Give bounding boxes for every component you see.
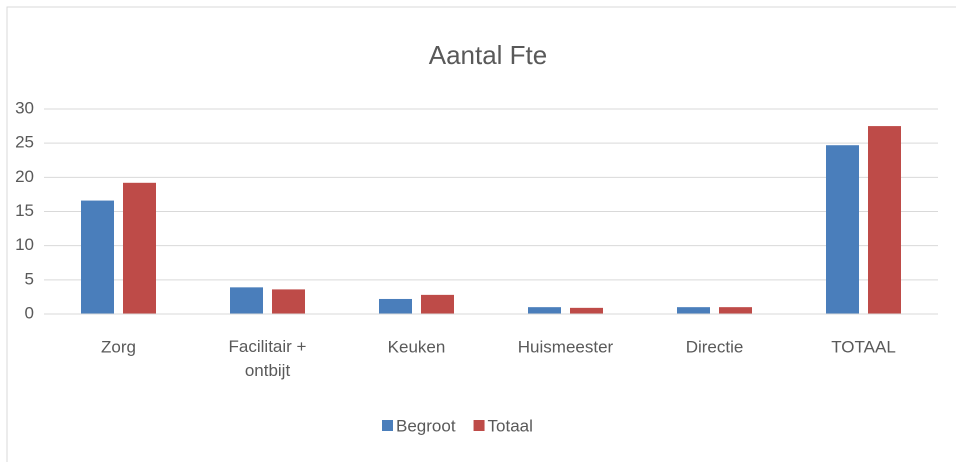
legend-label: Totaal: [488, 416, 533, 435]
y-tick-label: 0: [25, 303, 34, 322]
bar: [719, 307, 752, 314]
bar: [677, 307, 710, 314]
bar: [868, 126, 901, 314]
x-tick-label: Zorg: [101, 337, 136, 356]
y-tick-label: 30: [15, 98, 34, 117]
bar: [272, 289, 305, 314]
x-tick-label: TOTAAL: [831, 337, 896, 356]
y-tick-label: 15: [15, 201, 34, 220]
bar: [570, 307, 603, 314]
bar: [123, 182, 156, 314]
y-tick-label: 20: [15, 167, 34, 186]
x-tick-label: Keuken: [388, 337, 446, 356]
bar: [379, 298, 412, 314]
legend-swatch: [473, 420, 485, 431]
x-tick-label: Facilitair + ontbijt: [229, 337, 307, 380]
x-tick-label: Directie: [686, 337, 744, 356]
legend-label: Begroot: [396, 416, 456, 435]
y-tick-label: 5: [25, 269, 34, 288]
bar: [826, 145, 859, 314]
chart-frame: [6, 6, 956, 462]
y-tick-label: 10: [15, 235, 34, 254]
bar: [230, 287, 263, 314]
bar: [81, 200, 114, 314]
x-tick-label: Huismeester: [518, 337, 614, 356]
legend-swatch: [382, 420, 393, 431]
bar: [528, 307, 561, 314]
y-tick-label: 25: [15, 133, 34, 152]
chart-title: Aantal Fte: [429, 40, 548, 70]
bar: [421, 294, 454, 314]
